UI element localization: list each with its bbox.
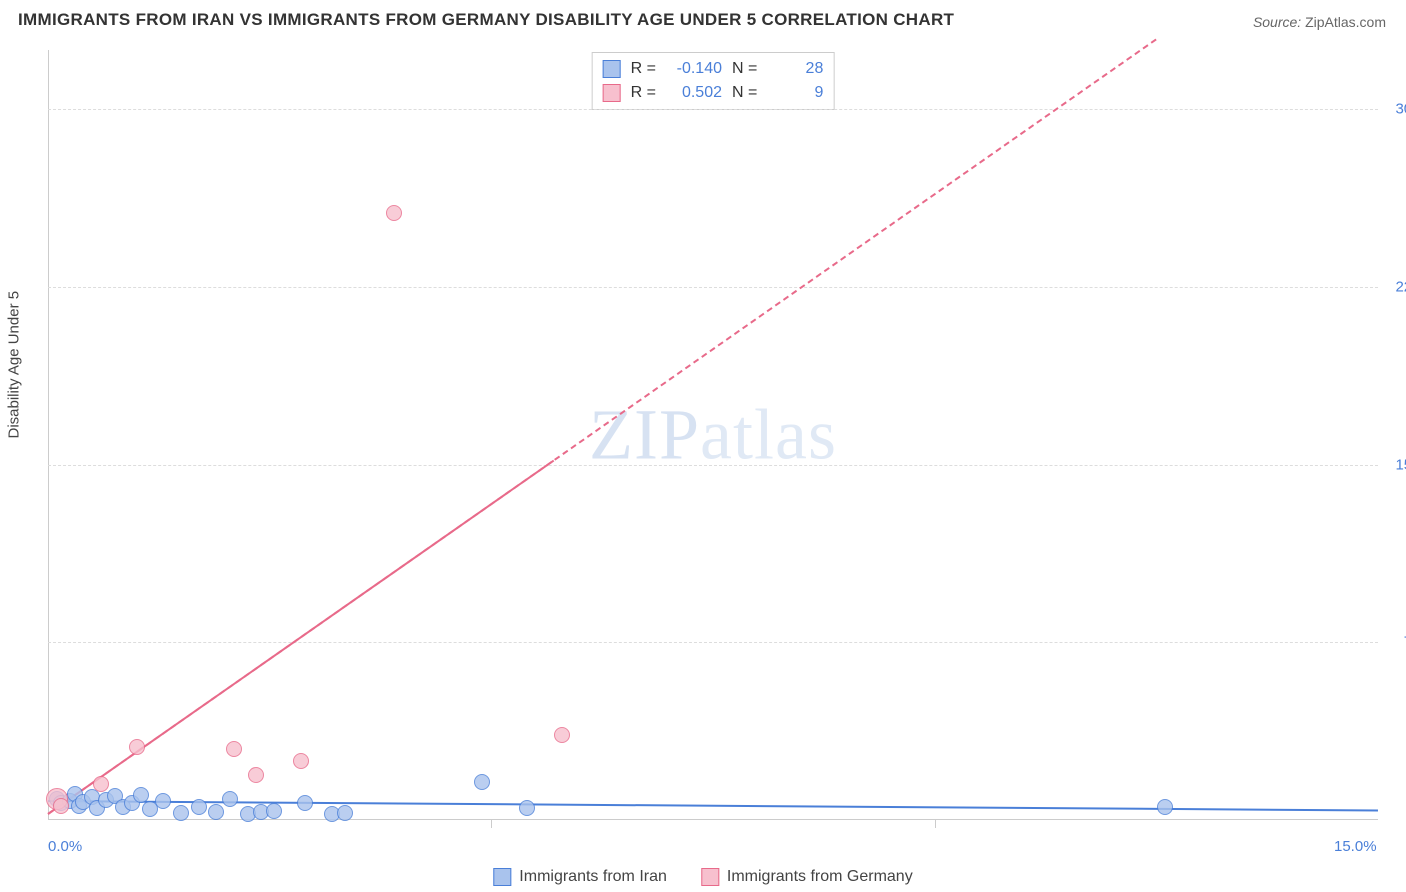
legend-label-germany: Immigrants from Germany: [727, 868, 913, 886]
scatter-point: [474, 774, 490, 790]
stats-row-iran: R = -0.140 N = 28: [603, 57, 824, 81]
scatter-point: [129, 739, 145, 755]
scatter-point: [297, 795, 313, 811]
legend-item-iran: Immigrants from Iran: [493, 868, 667, 886]
scatter-point: [173, 805, 189, 821]
n-value-germany: 9: [767, 81, 823, 105]
grid-line: [48, 109, 1378, 110]
scatter-point: [208, 804, 224, 820]
chart-title: IMMIGRANTS FROM IRAN VS IMMIGRANTS FROM …: [18, 10, 954, 30]
scatter-point: [519, 800, 535, 816]
source-credit: Source: ZipAtlas.com: [1253, 14, 1386, 30]
r-label: R =: [631, 81, 656, 105]
legend-label-iran: Immigrants from Iran: [519, 868, 667, 886]
y-axis: [48, 50, 49, 820]
swatch-germany-icon: [701, 868, 719, 886]
scatter-point: [554, 727, 570, 743]
source-label: Source:: [1253, 14, 1301, 30]
scatter-point: [386, 205, 402, 221]
scatter-point: [222, 791, 238, 807]
legend-item-germany: Immigrants from Germany: [701, 868, 913, 886]
grid-line: [48, 642, 1378, 643]
swatch-iran-icon: [603, 60, 621, 78]
grid-line: [48, 287, 1378, 288]
watermark-thin: atlas: [700, 395, 837, 475]
stats-legend: R = -0.140 N = 28 R = 0.502 N = 9: [592, 52, 835, 110]
scatter-point: [266, 803, 282, 819]
swatch-iran-icon: [493, 868, 511, 886]
x-tick-label: 0.0%: [48, 838, 82, 855]
x-tick: [491, 820, 492, 828]
y-tick-label: 30.0%: [1383, 101, 1406, 118]
y-tick-label: 22.5%: [1383, 278, 1406, 295]
swatch-germany-icon: [603, 84, 621, 102]
watermark-bold: ZIP: [589, 395, 700, 475]
y-axis-title: Disability Age Under 5: [6, 291, 23, 439]
x-tick-label: 15.0%: [1334, 838, 1377, 855]
scatter-point: [93, 776, 109, 792]
scatter-point: [155, 793, 171, 809]
x-tick: [935, 820, 936, 828]
grid-line: [48, 465, 1378, 466]
bottom-legend: Immigrants from Iran Immigrants from Ger…: [493, 868, 912, 886]
r-label: R =: [631, 57, 656, 81]
scatter-point: [226, 741, 242, 757]
r-value-iran: -0.140: [666, 57, 722, 81]
y-tick-label: 7.5%: [1383, 634, 1406, 651]
scatter-point: [248, 767, 264, 783]
n-label: N =: [732, 57, 757, 81]
source-value: ZipAtlas.com: [1305, 14, 1386, 30]
scatter-point: [337, 805, 353, 821]
chart-plot-area: ZIPatlas R = -0.140 N = 28 R = 0.502 N =…: [48, 50, 1378, 820]
y-tick-label: 15.0%: [1383, 456, 1406, 473]
scatter-point: [191, 799, 207, 815]
scatter-point: [1157, 799, 1173, 815]
n-label: N =: [732, 81, 757, 105]
stats-row-germany: R = 0.502 N = 9: [603, 81, 824, 105]
scatter-point: [293, 753, 309, 769]
n-value-iran: 28: [767, 57, 823, 81]
scatter-point: [53, 798, 69, 814]
r-value-germany: 0.502: [666, 81, 722, 105]
